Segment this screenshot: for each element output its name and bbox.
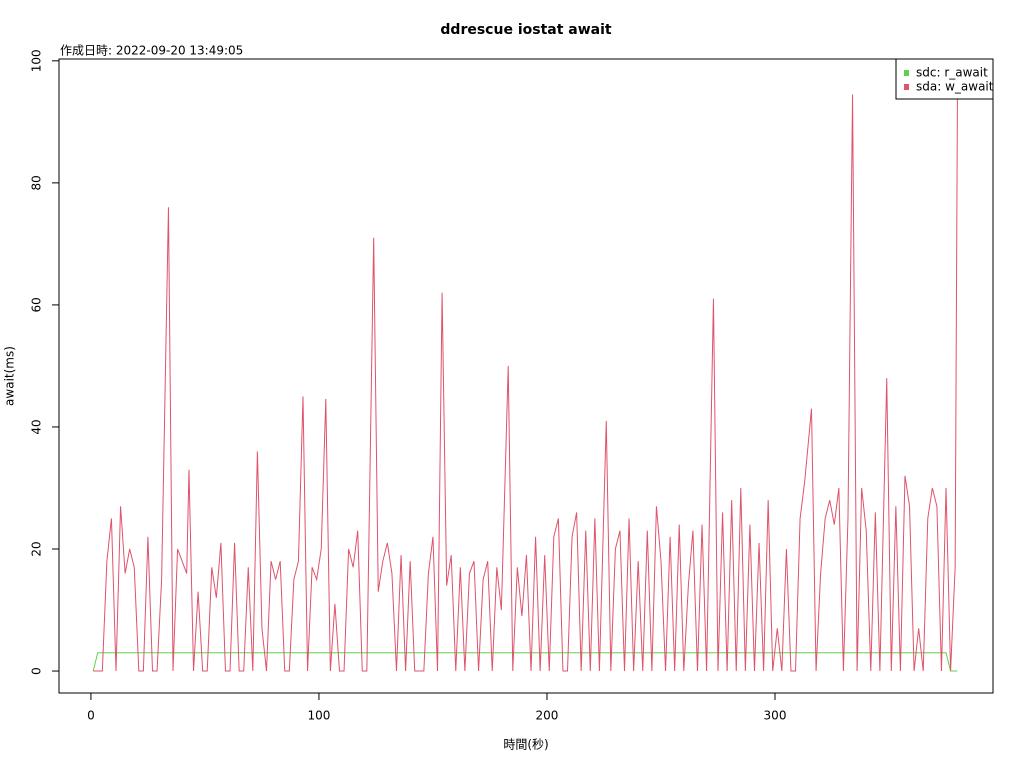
legend-box [895,58,994,100]
y-tick-label: 40 [30,419,44,434]
legend-label: sda: w_await [916,80,994,94]
y-tick-label: 100 [30,49,44,72]
x-axis-label: 時間(秒) [503,738,548,752]
legend-label: sdc: r_await [916,66,988,80]
legend-swatch [904,84,909,90]
chart-subtitle: 作成日時: 2022-09-20 13:49:05 [60,44,243,58]
line-series [92,652,958,672]
chart-title: ddrescue iostat await [440,22,611,38]
y-axis-label: await(ms) [3,346,17,406]
y-tick-label: 20 [30,541,44,556]
x-tick-label: 200 [536,709,559,723]
x-tick-label: 300 [764,709,787,723]
plot-frame [58,58,994,694]
y-tick-label: 60 [30,297,44,312]
y-tick-label: 0 [30,667,44,675]
x-tick-label: 0 [87,709,95,723]
line-series [93,94,958,672]
legend-swatch [904,70,909,76]
x-tick-label: 100 [307,709,330,723]
y-tick-label: 80 [30,175,44,190]
